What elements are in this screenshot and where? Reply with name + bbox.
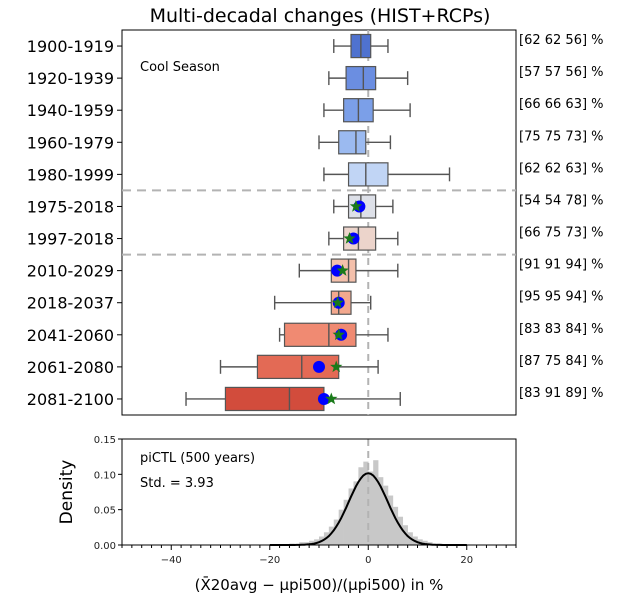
- row-percent: [57 57 56] %: [519, 65, 604, 80]
- hist-bar: [422, 540, 428, 545]
- x-tick-label: −40: [161, 555, 182, 566]
- row-percent: [91 91 94] %: [519, 258, 604, 273]
- x-tick-label: 0: [365, 555, 371, 566]
- hist-bar: [328, 526, 335, 545]
- boxplot-frame: [121, 29, 517, 416]
- star-marker: [331, 296, 344, 308]
- row-percent: [83 83 84] %: [519, 322, 604, 337]
- row-percent: [54 54 78] %: [519, 193, 604, 208]
- y-tick-label: 0.10: [94, 470, 116, 481]
- star-marker: [332, 328, 345, 341]
- box-1997-2018: [343, 226, 377, 251]
- star-marker: [336, 264, 349, 276]
- chart-title: Multi-decadal changes (HIST+RCPs): [150, 5, 491, 27]
- hist-bar: [392, 506, 399, 545]
- row-label: 2081-2100: [27, 390, 114, 409]
- mean-marker: [317, 392, 330, 405]
- star-marker: [349, 200, 363, 212]
- row-label: 1960-1979: [27, 133, 114, 152]
- box-1960-1979: [338, 130, 367, 155]
- star-marker: [343, 232, 356, 244]
- season-annotation: Cool Season: [140, 60, 220, 75]
- hist-bar: [383, 485, 389, 545]
- row-percent: [75 75 73] %: [519, 129, 604, 144]
- hist-bar: [333, 519, 339, 545]
- density-panel: 0.00 0.05 0.10 0.15 −40 −20 0 20 piCTL (500 year…: [57, 435, 517, 594]
- box-2041-2060: [283, 322, 357, 347]
- hist-bar: [378, 477, 384, 545]
- pictl-annotation: piCTL (500 years): [140, 451, 255, 466]
- row-label: 2041-2060: [27, 326, 114, 345]
- hist-bar: [309, 540, 315, 545]
- hist-bar: [343, 499, 349, 545]
- box-2081-2100: [224, 386, 325, 412]
- row-percent: [87 75 84] %: [519, 354, 604, 369]
- row-label: 2010-2029: [27, 262, 114, 281]
- hist-bar: [348, 488, 354, 545]
- std-annotation: Std. = 3.93: [140, 476, 214, 491]
- hist-bar: [338, 509, 344, 545]
- density-ylabel: Density: [57, 460, 77, 525]
- row-label: 1900-1919: [27, 37, 114, 56]
- row-percent: [62 62 63] %: [519, 161, 604, 176]
- hist-bar: [299, 542, 305, 545]
- y-tick-label: 0.00: [94, 541, 116, 552]
- hist-bar: [373, 460, 379, 545]
- row-label: 1940-1959: [27, 101, 114, 120]
- row-label: 2061-2080: [27, 358, 114, 377]
- box-2061-2080: [256, 354, 340, 380]
- y-tick-label: 0.15: [94, 435, 116, 446]
- y-tick-label: 0.05: [94, 506, 116, 517]
- boxplot-panel: 1900-1919 [62 62 56] % 1920-1939 [57 57 56]…: [27, 29, 604, 416]
- star-marker: [330, 360, 343, 373]
- row-percent: [66 75 73] %: [519, 226, 604, 241]
- row-label: 1920-1939: [27, 69, 114, 88]
- hist-bar: [363, 461, 369, 545]
- row-percent: [66 66 63] %: [519, 97, 604, 112]
- x-tick-label: −20: [259, 555, 280, 566]
- box-1980-1999: [347, 162, 389, 187]
- star-marker: [325, 392, 338, 405]
- hist-bar: [368, 471, 374, 545]
- row-percent: [95 95 94] %: [519, 290, 604, 305]
- hist-bar: [402, 525, 408, 545]
- x-axis-label: (X̄20avg − μpi500)/(μpi500) in %: [195, 575, 444, 594]
- hist-bar: [397, 516, 404, 545]
- x-tick-label: 20: [460, 555, 473, 566]
- row-label: 1975-2018: [27, 197, 114, 216]
- box-1920-1939: [345, 65, 377, 91]
- mean-marker: [313, 360, 325, 373]
- row-label: 1997-2018: [27, 230, 114, 249]
- hist-bar: [353, 481, 359, 545]
- row-percent: [62 62 56] %: [519, 33, 604, 48]
- row-percent: [83 91 89] %: [519, 386, 604, 401]
- row-label: 1980-1999: [27, 165, 114, 184]
- hist-bar: [387, 495, 394, 545]
- hist-bar: [358, 467, 364, 545]
- row-label: 2018-2037: [27, 294, 114, 313]
